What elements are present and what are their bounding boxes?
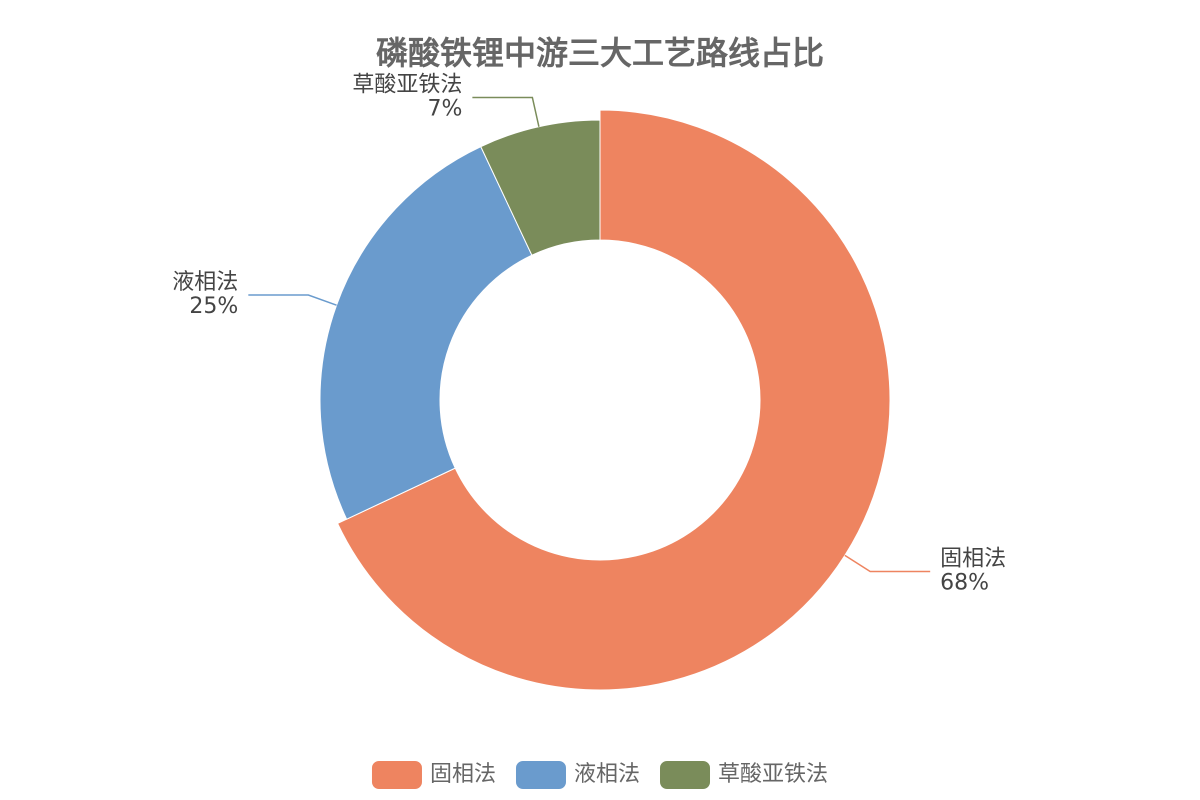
chart-title: 磷酸铁锂中游三大工艺路线占比: [376, 34, 824, 72]
donut-slice: [480, 119, 601, 256]
slice-value-label: 7%: [427, 96, 462, 121]
donut-slice: [319, 145, 533, 520]
legend-label: 草酸亚铁法: [718, 762, 828, 787]
slice-label: 固相法: [940, 546, 1006, 571]
slice-label: 液相法: [172, 270, 238, 295]
slice-value-label: 68%: [940, 570, 989, 595]
legend-label: 固相法: [430, 762, 496, 787]
donut-slice: [336, 109, 891, 691]
legend-swatch: [660, 761, 711, 789]
slice-label: 草酸亚铁法: [352, 72, 462, 97]
leader-line: [844, 554, 931, 573]
legend-swatch: [515, 761, 566, 789]
legend-swatch: [371, 761, 422, 789]
leader-line: [472, 96, 540, 127]
legend-label: 液相法: [574, 762, 640, 787]
slice-value-label: 25%: [189, 294, 238, 319]
leader-line: [248, 294, 337, 306]
